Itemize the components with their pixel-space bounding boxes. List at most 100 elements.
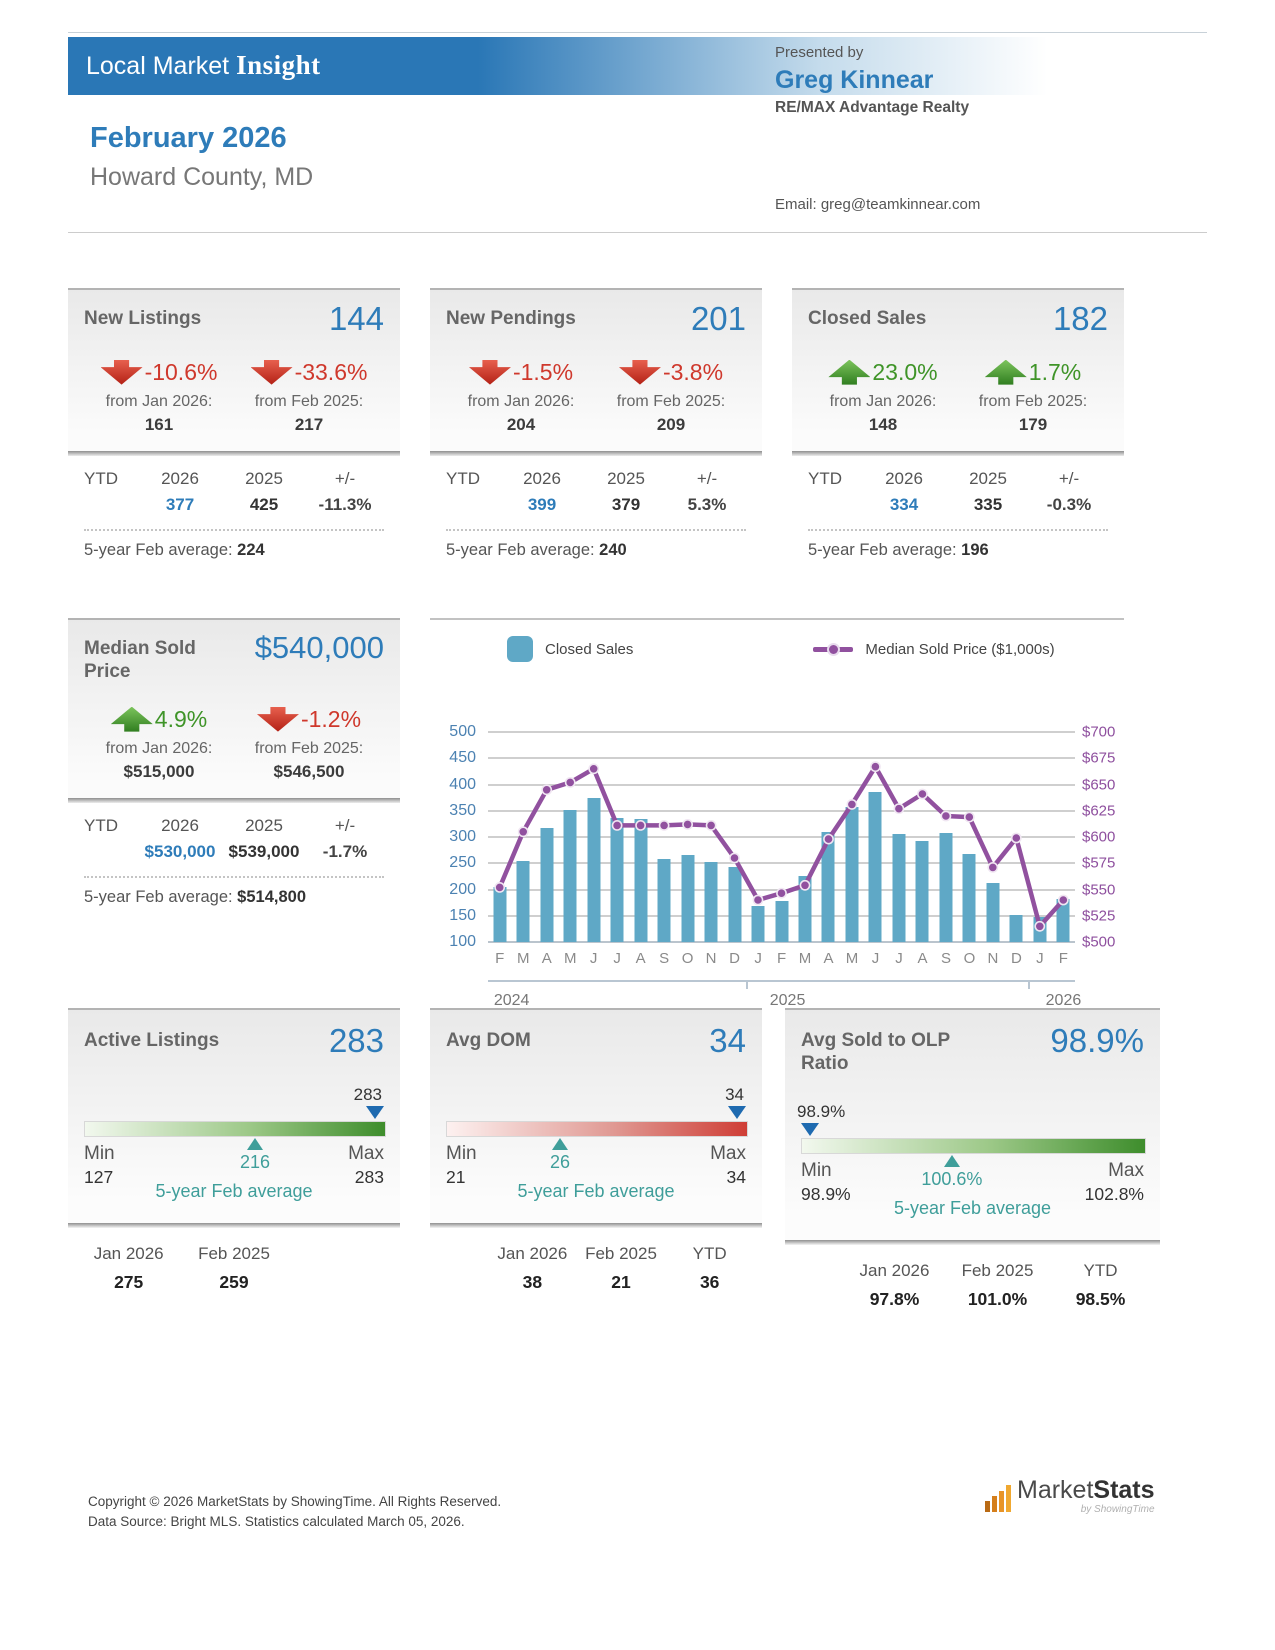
five-year-average-value: 224 — [237, 540, 265, 559]
right-axis-tick: $600 — [1082, 828, 1116, 846]
year-axis-tick — [746, 980, 749, 989]
change-label: from Jan 2026: — [105, 739, 213, 757]
change-value: $546,500 — [273, 761, 345, 781]
arrow-up-icon — [828, 359, 871, 385]
closed-sales-bar — [728, 867, 742, 942]
gauge-card: Avg Sold to OLP Ratio 98.9% 98.9% Min Max 98.… — [785, 1008, 1160, 1328]
year-label: 2026 — [1045, 992, 1082, 1009]
legend-closed-sales-label: Closed Sales — [545, 640, 634, 658]
closed-sales-bar — [681, 854, 695, 942]
month-label: N — [705, 950, 717, 967]
gauge-marker-icon — [801, 1122, 819, 1136]
left-axis-tick: 450 — [449, 749, 476, 767]
change-label: from Feb 2025: — [978, 392, 1088, 410]
gauge-average-value: 216 — [239, 1151, 271, 1172]
month-label: M — [798, 950, 812, 967]
change-label: from Jan 2026: — [829, 392, 937, 410]
logo-name: MarketStats — [1017, 1478, 1155, 1503]
gridline — [488, 809, 1075, 812]
change-label: from Feb 2025: — [616, 392, 726, 410]
ytd-diff-value: -11.3% — [318, 494, 372, 514]
stat-card-title: New Pendings — [446, 308, 576, 329]
gauge: 34 Min Max 21 34 26 5-year Feb average — [446, 1085, 748, 1213]
gridline — [488, 836, 1075, 838]
gauge-card-top: Active Listings 283 283 Min Max 127 283 216 5-ye… — [68, 1010, 400, 1223]
ytd-year-prior-label: 2025 — [969, 468, 1007, 488]
gauge-stat-value: 101.0% — [967, 1288, 1028, 1309]
gauge-min-value: 127 — [84, 1166, 114, 1187]
ytd-year-prior-label: 2025 — [245, 815, 283, 835]
section-divider — [792, 450, 1124, 456]
closed-sales-bar — [775, 900, 788, 942]
gauge-marker-icon — [728, 1105, 746, 1119]
page-title-bold: Insight — [236, 50, 321, 80]
gauge-stat — [287, 1244, 392, 1293]
month-label: F — [776, 950, 787, 967]
month-label: J — [895, 950, 903, 967]
change-value: 161 — [144, 414, 174, 434]
year-axis-line — [488, 980, 1075, 982]
gauge-stat: Jan 2026 275 — [76, 1244, 181, 1293]
gauge-marker-icon — [366, 1105, 384, 1119]
change-value: $515,000 — [123, 761, 195, 781]
closed-sales-bar — [1009, 914, 1023, 942]
month-label: S — [659, 950, 670, 967]
dotted-divider — [84, 875, 384, 878]
month-label: J — [871, 950, 880, 967]
change-pct: 23.0% — [872, 358, 938, 385]
month-label: N — [987, 950, 999, 967]
gauge-card: Avg DOM 34 34 Min Max 21 34 26 5-year Feb averag… — [430, 1008, 762, 1328]
change-yoy: -33.6% from Feb 2025: 217 — [234, 359, 384, 435]
gauge-stat-value: 38 — [522, 1271, 543, 1292]
stat-card: Closed Sales 182 23.0% from Jan 2026: 148 1.7… — [792, 288, 1124, 574]
arrow-down-icon — [250, 359, 293, 385]
month-label: M — [516, 950, 530, 967]
year-axis-tick — [1028, 980, 1031, 989]
gauge-max-value: 102.8% — [1084, 1183, 1144, 1204]
closed-sales-bar — [962, 853, 976, 942]
stat-card-title: Median Sold Price — [84, 638, 196, 682]
logo-market: Market — [1017, 1476, 1094, 1504]
month-label: M — [563, 950, 577, 967]
right-axis-tick: $700 — [1082, 723, 1116, 741]
gauge-average-value: 100.6% — [921, 1168, 983, 1189]
gauge-marker-value: 283 — [353, 1084, 382, 1104]
closed-sales-bar — [516, 860, 530, 942]
closed-sales-bar — [1056, 898, 1070, 942]
change-label: from Feb 2025: — [254, 392, 364, 410]
gauge-max-label: Max — [710, 1142, 746, 1164]
gauge-stat-value: 97.8% — [869, 1288, 920, 1309]
gauge-average-marker-icon — [552, 1137, 568, 1150]
ytd-row: YTD 2026 334 2025 335 +/- -0.3% — [792, 456, 1124, 523]
right-axis-tick: $525 — [1082, 907, 1116, 925]
year-label: 2024 — [493, 992, 530, 1009]
left-axis-tick: 100 — [449, 933, 476, 950]
gauge-min-label: Min — [84, 1142, 115, 1164]
presented-by-label: Presented by — [775, 44, 864, 61]
month-label: F — [1058, 950, 1068, 967]
report-month: February 2026 — [90, 122, 287, 154]
ytd-year-current-label: 2026 — [161, 468, 199, 488]
ytd-year-prior-label: 2025 — [245, 468, 283, 488]
ytd-year-current-label: 2026 — [523, 468, 561, 488]
change-mom: 4.9% from Jan 2026: $515,000 — [84, 706, 234, 782]
gridline — [488, 862, 1075, 865]
section-divider — [68, 797, 400, 803]
ytd-year-prior-value: $539,000 — [228, 841, 300, 861]
five-year-average-label: 5-year Feb average: — [84, 887, 238, 906]
closed-sales-swatch-icon — [507, 636, 533, 662]
gauge-card-value: 34 — [709, 1022, 746, 1059]
closed-sales-bar — [610, 817, 624, 942]
ytd-diff-label: +/- — [696, 468, 718, 488]
month-label: D — [729, 950, 740, 967]
ytd-row: YTD 2026 377 2025 425 +/- -11.3% — [68, 456, 400, 523]
change-pct: -33.6% — [294, 358, 368, 385]
dotted-divider — [446, 528, 746, 531]
five-year-average-label: 5-year Feb average: — [84, 540, 238, 559]
ytd-label: YTD — [808, 468, 842, 488]
gauge-min-label: Min — [446, 1142, 477, 1164]
chart-plot-area — [488, 731, 1075, 943]
change-value: 148 — [868, 414, 898, 434]
ytd-year-prior-label: 2025 — [607, 468, 645, 488]
